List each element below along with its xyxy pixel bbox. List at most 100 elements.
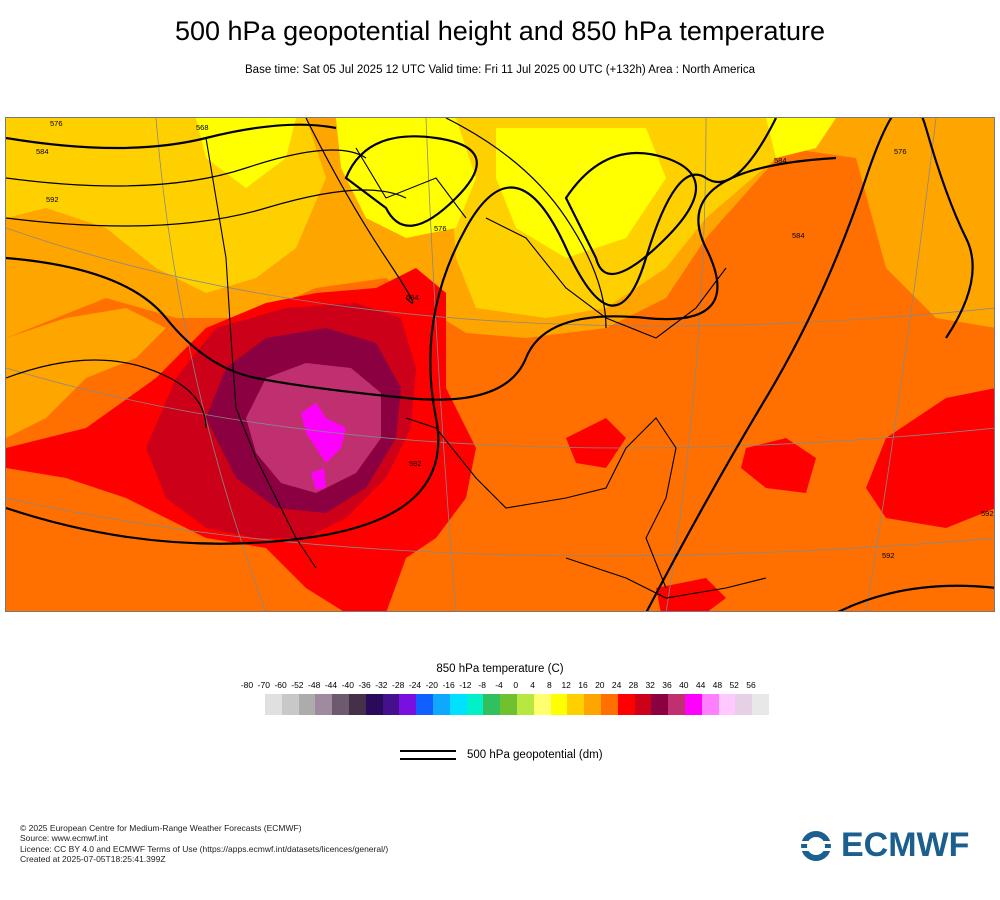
colorbar-swatch	[500, 694, 517, 715]
colorbar-tick-label: -36	[358, 680, 371, 690]
map-canvas: 576 584 568 592 576 584 592 584 576 584 …	[6, 118, 994, 611]
colorbar-tick-label: 12	[561, 680, 571, 690]
contour-label-568-n: 568	[196, 123, 209, 132]
geopotential-legend-symbol	[400, 750, 456, 764]
map-title: 500 hPa geopotential height and 850 hPa …	[174, 16, 825, 46]
colorbar-swatch	[332, 694, 349, 715]
footer-copyright: © 2025 European Centre for Medium-Range …	[20, 823, 302, 833]
temperature-region-warm-west	[6, 308, 166, 438]
colorbar-tick-label: 16	[578, 680, 588, 690]
colorbar-tick-label: 40	[679, 680, 689, 690]
contour-labels: 576 584 568 592 576 584 592 584 576 584 …	[36, 119, 994, 560]
colorbar-tick-label: -8	[478, 680, 486, 690]
temperature-region-hot-southeast	[566, 418, 626, 468]
colorbar-title: 850 hPa temperature (C)	[436, 663, 564, 675]
colorbar-swatch	[416, 694, 433, 715]
colorbar-tick-label: -44	[324, 680, 338, 690]
ecmwf-logo-mark	[799, 830, 833, 861]
contour-label-584-ne: 584	[774, 156, 787, 165]
temperature-region-cool-hudson	[496, 128, 666, 258]
contour-label-584-c: 584	[406, 293, 419, 302]
contour-label-576-ne: 576	[894, 147, 907, 156]
colorbar-swatch	[584, 694, 601, 715]
temperature-region-max-hot	[301, 403, 346, 463]
colorbar-ticks: -80 -70 -60 -52 -48 -44 -40 -36 -32 -28 -24 -20 -16-…	[0, 680, 1000, 692]
colorbar-tick-label: 8	[547, 680, 552, 690]
colorbar-tick-label: 4	[530, 680, 535, 690]
colorbar-swatch	[483, 694, 501, 715]
colorbar-swatch	[399, 694, 417, 715]
colorbar-tick-label: -28	[392, 680, 405, 690]
contour-label-592-sc: 592	[409, 459, 422, 468]
colorbar-swatch	[550, 694, 568, 715]
temperature-region-hot-atlantic	[866, 388, 994, 528]
colorbar-swatch	[281, 694, 299, 715]
colorbar-swatch	[533, 694, 551, 715]
colorbar-tick-label: 0	[513, 680, 519, 690]
colorbar-swatch	[516, 694, 534, 715]
colorbar-swatch	[617, 694, 635, 715]
contour-label-576-nw: 576	[50, 119, 63, 128]
colorbar-tick-label: -80	[240, 680, 254, 690]
colorbar-swatch	[382, 694, 400, 715]
colorbar-swatch	[432, 694, 450, 715]
colorbar-tick-label: 36	[662, 680, 672, 690]
colorbar-tick-label: 24	[611, 680, 622, 690]
colorbar-tick-label: 20	[595, 680, 605, 690]
temperature-region-hot-gulf	[741, 438, 816, 493]
colorbar-swatch	[684, 694, 702, 715]
colorbar-tick-label: -24	[408, 680, 422, 690]
colorbar-tick-label: -70	[257, 680, 270, 690]
colorbar-swatch	[634, 694, 652, 715]
colorbar-tick-label: 48	[712, 680, 723, 690]
colorbar-tick-label: 32	[645, 680, 655, 690]
colorbar-swatch	[365, 694, 383, 715]
colorbar-swatch	[315, 694, 333, 715]
weather-map: 576 584 568 592 576 584 592 584 576 584 …	[5, 117, 995, 612]
contour-label-584-e: 584	[792, 231, 805, 240]
contour-label-576-c: 576	[434, 224, 447, 233]
colorbar-tick-label: -40	[341, 680, 354, 690]
contour-label-584-nw: 584	[36, 147, 49, 156]
contour-label-592-w: 592	[46, 195, 59, 204]
ecmwf-logo-text: ECMWF	[841, 826, 970, 864]
colorbar-swatch	[265, 694, 282, 715]
geopotential-legend-label: 500 hPa geopotential (dm)	[467, 749, 603, 761]
temperature-region-hot-caribbean	[656, 578, 726, 611]
colorbar-swatch	[466, 694, 484, 715]
colorbar-tick-label: -60	[274, 680, 287, 690]
colorbar-swatch	[701, 694, 719, 715]
colorbar-tick-label: -20	[425, 680, 438, 690]
colorbar-swatch	[735, 694, 753, 715]
ecmwf-logo: ECMWF	[795, 826, 969, 865]
colorbar-tick-label: 28	[628, 680, 639, 690]
colorbar-swatch	[567, 694, 585, 715]
colorbar-tick-label: -16	[442, 680, 455, 690]
footer-source: Source: www.ecmwf.int	[20, 833, 108, 844]
geopotential-contours	[6, 118, 994, 611]
colorbar-swatch	[718, 694, 736, 715]
colorbar-tick-label: -12	[459, 680, 472, 690]
colorbar-swatch	[348, 694, 366, 715]
temperature-region-max-hot-2	[311, 468, 326, 490]
footer-licence: Licence: CC BY 4.0 and ECMWF Terms of Us…	[20, 843, 389, 854]
colorbar-tick-label: -4	[495, 680, 503, 690]
footer-created: Created at 2025-07-05T18:25:41.399Z	[20, 853, 166, 864]
colorbar-tick-label: 52	[729, 680, 739, 690]
temperature-region-cool-greenland	[766, 118, 836, 158]
colorbar-tick-label: -32	[375, 680, 388, 690]
colorbar-swatch	[668, 694, 685, 715]
footer-credits: © 2025 European Centre for Medium-Range …	[20, 823, 388, 864]
colorbar-tick-label: -52	[291, 680, 304, 690]
colorbar-swatch	[752, 694, 769, 715]
graticule	[6, 118, 994, 611]
colorbar-swatch	[651, 694, 669, 715]
colorbar-swatch	[298, 694, 316, 715]
map-subtitle: Base time: Sat 05 Jul 2025 12 UTC Valid …	[245, 64, 755, 76]
colorbar-swatch	[600, 694, 618, 715]
colorbar-tick-label: -48	[308, 680, 321, 690]
colorbar-swatch	[449, 694, 467, 715]
coastlines	[205, 137, 767, 599]
colorbar	[265, 694, 769, 715]
colorbar-tick-label: 44	[695, 680, 706, 690]
